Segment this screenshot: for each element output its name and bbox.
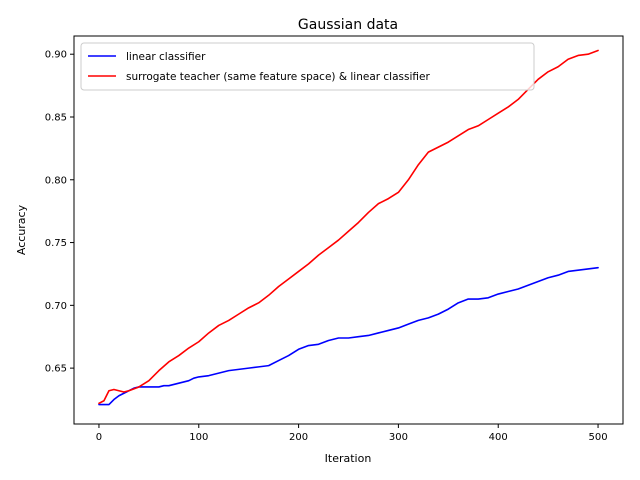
- y-tick-label: 0.65: [45, 364, 67, 375]
- x-axis-title: Iteration: [325, 452, 372, 465]
- plot-area: [74, 36, 623, 424]
- y-tick-label: 0.80: [45, 175, 67, 186]
- y-axis-ticks: 0.65 0.70 0.75 0.80 0.85 0.90: [45, 50, 74, 375]
- y-tick-label: 0.90: [45, 50, 67, 61]
- x-tick-label: 500: [588, 432, 607, 443]
- plot-frame: [73, 35, 624, 425]
- y-axis-title: Accuracy: [15, 204, 28, 255]
- legend-label-surrogate: surrogate teacher (same feature space) &…: [126, 71, 430, 83]
- y-tick-label: 0.75: [45, 238, 67, 249]
- x-axis-ticks: 0 100 200 300 400 500: [96, 424, 608, 443]
- series-line-linear-classifier: [98, 266, 599, 406]
- chart-title: Gaussian data: [298, 17, 398, 33]
- y-tick-label: 0.85: [45, 112, 67, 123]
- x-tick-label: 0: [96, 432, 102, 443]
- series-line-surrogate-teacher: [98, 49, 599, 405]
- x-tick-label: 100: [189, 432, 208, 443]
- x-tick-label: 300: [389, 432, 408, 443]
- series-layer: [98, 49, 599, 406]
- legend: linear classifier surrogate teacher (sam…: [80, 42, 535, 91]
- y-tick-label: 0.70: [45, 301, 67, 312]
- legend-label-linear: linear classifier: [126, 51, 206, 63]
- x-tick-label: 200: [289, 432, 308, 443]
- x-tick-label: 400: [489, 432, 508, 443]
- legend-box: [80, 42, 535, 91]
